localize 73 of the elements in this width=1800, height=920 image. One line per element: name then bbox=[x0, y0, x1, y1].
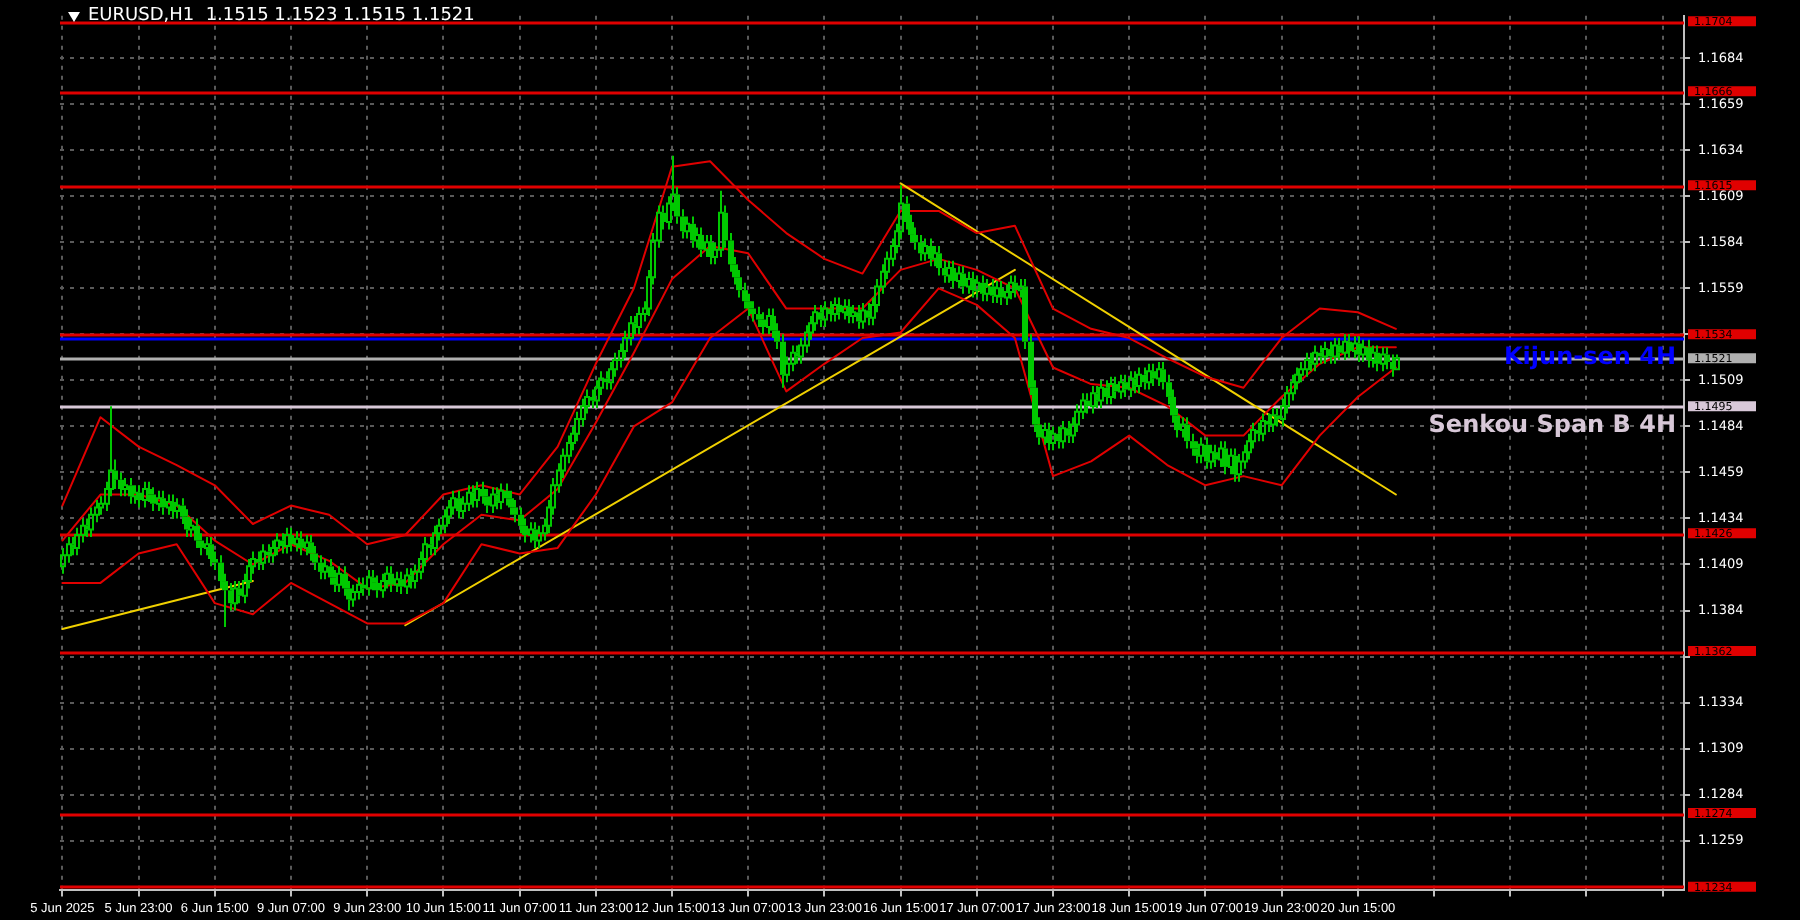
candlestick bbox=[528, 521, 534, 544]
candlestick bbox=[336, 565, 342, 594]
chart-title: EURUSD,H1 1.1515 1.1523 1.1515 1.1521 bbox=[88, 6, 475, 26]
candlestick bbox=[1342, 333, 1348, 362]
candlestick bbox=[484, 488, 490, 514]
candlestick bbox=[88, 506, 94, 538]
candlestick bbox=[350, 583, 356, 608]
candlestick bbox=[404, 567, 410, 595]
candlestick bbox=[366, 569, 372, 597]
candlestick bbox=[1128, 370, 1134, 398]
candlestick bbox=[756, 305, 762, 328]
candlestick bbox=[1312, 344, 1318, 373]
candlestick bbox=[380, 572, 386, 599]
candlestick bbox=[946, 259, 952, 284]
annotation: Senkou Span B 4H bbox=[1428, 410, 1676, 439]
candlestick bbox=[1322, 340, 1328, 365]
candlestick bbox=[956, 265, 962, 290]
candlestick bbox=[718, 189, 724, 259]
candlestick bbox=[760, 311, 766, 336]
candlestick bbox=[328, 557, 334, 586]
candlestick bbox=[1332, 337, 1338, 365]
candlestick bbox=[504, 482, 510, 507]
candlestick bbox=[684, 215, 690, 240]
candlestick bbox=[374, 574, 380, 599]
candlestick bbox=[480, 480, 486, 505]
candlestick bbox=[1208, 443, 1214, 470]
candlestick bbox=[194, 517, 200, 549]
candlestick bbox=[518, 506, 524, 535]
candlestick bbox=[150, 486, 156, 513]
candlestick bbox=[1042, 421, 1048, 446]
candlestick bbox=[750, 300, 756, 323]
candlestick bbox=[1118, 373, 1124, 400]
candlestick bbox=[698, 226, 704, 259]
candlestick bbox=[822, 300, 828, 328]
candlestick bbox=[1304, 351, 1310, 378]
candlestick bbox=[1050, 425, 1056, 452]
candlestick bbox=[498, 482, 504, 511]
candlestick bbox=[860, 302, 866, 330]
candlestick bbox=[508, 489, 514, 516]
candlestick bbox=[1184, 416, 1190, 450]
candlestick bbox=[294, 530, 300, 553]
candlestick bbox=[1198, 436, 1204, 465]
candlestick bbox=[450, 489, 456, 516]
candlestick bbox=[1146, 362, 1152, 391]
candlestick bbox=[466, 484, 472, 513]
candlestick bbox=[166, 493, 172, 516]
candlestick bbox=[232, 580, 238, 612]
candlestick bbox=[1380, 346, 1386, 373]
candlestick bbox=[1228, 447, 1234, 476]
candlestick bbox=[270, 539, 276, 564]
candlestick bbox=[1370, 344, 1376, 369]
candlestick bbox=[974, 274, 980, 299]
candlestick bbox=[1098, 379, 1104, 409]
candlestick bbox=[1352, 335, 1358, 360]
candlestick bbox=[966, 270, 972, 295]
candlestick bbox=[1236, 453, 1242, 483]
candlestick bbox=[384, 565, 390, 590]
candlestick bbox=[594, 379, 600, 409]
candlestick bbox=[136, 484, 142, 509]
candlestick bbox=[260, 543, 266, 572]
candlestick bbox=[174, 497, 180, 520]
candlestick bbox=[842, 298, 848, 321]
candlestick bbox=[1136, 366, 1142, 395]
candlestick bbox=[812, 303, 818, 332]
candlestick bbox=[608, 360, 614, 391]
candlestick bbox=[922, 237, 928, 262]
candlestick bbox=[442, 508, 448, 535]
candlestick bbox=[1008, 274, 1014, 301]
candlestick bbox=[960, 265, 966, 295]
candlestick bbox=[356, 576, 362, 601]
candlestick bbox=[274, 532, 280, 557]
candlestick bbox=[1090, 384, 1096, 415]
candlestick bbox=[490, 486, 496, 514]
